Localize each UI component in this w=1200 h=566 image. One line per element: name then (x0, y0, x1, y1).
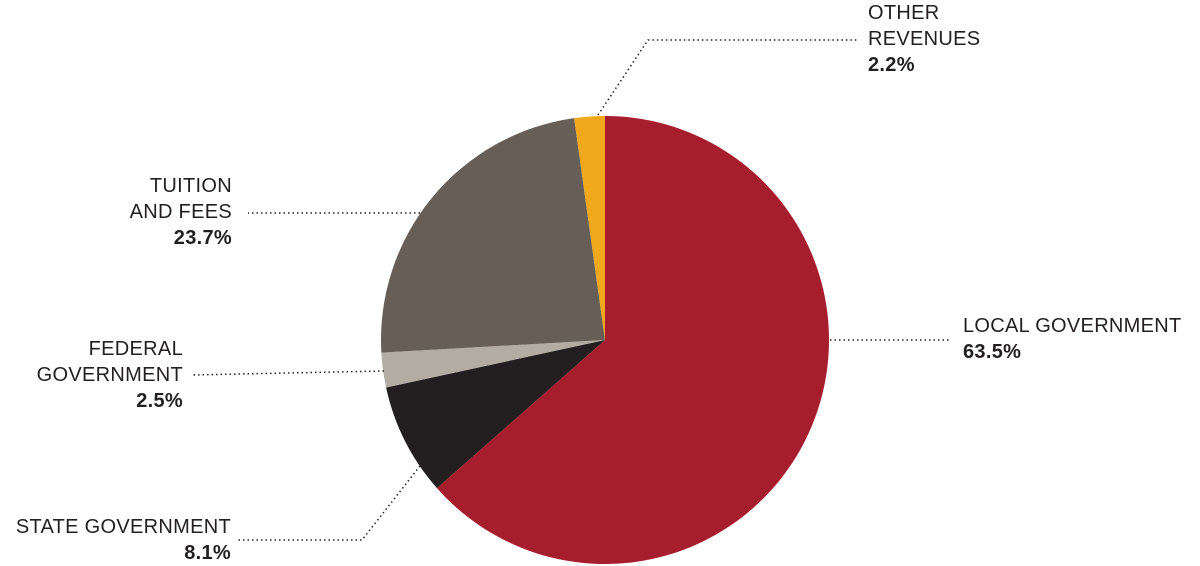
pie-slices (381, 116, 829, 564)
label-other-revenues: OTHER REVENUES 2.2% (868, 0, 980, 78)
pie-slice-other-revenues (574, 116, 605, 340)
label-local-pct: 63.5% (963, 341, 1022, 363)
label-other-pct: 2.2% (868, 54, 915, 76)
leader-line-other (597, 39, 858, 116)
leader-lines (191, 39, 950, 541)
label-other-line2: REVENUES (868, 28, 981, 50)
pie-slice-state-government (386, 340, 605, 489)
label-federal-pct: 2.5% (136, 390, 183, 412)
label-tuition-and-fees: TUITION AND FEES 23.7% (130, 173, 232, 251)
label-state-line1: STATE GOVERNMENT (15, 516, 231, 538)
pie-slice-federal-government (381, 340, 605, 388)
label-tuition-pct: 23.7% (173, 227, 232, 249)
leader-line-federal (191, 370, 385, 376)
label-federal-line2: GOVERNMENT (36, 364, 183, 386)
label-state-government: STATE GOVERNMENT 8.1% (16, 514, 231, 566)
label-local-government: LOCAL GOVERNMENT 63.5% (963, 313, 1182, 365)
label-federal-government: FEDERAL GOVERNMENT 2.5% (37, 336, 183, 414)
leader-line-state (238, 465, 421, 541)
label-tuition-line1: TUITION (149, 175, 232, 197)
label-federal-line1: FEDERAL (88, 338, 183, 360)
pie-slice-local-government (436, 116, 829, 564)
label-state-pct: 8.1% (184, 542, 231, 564)
label-other-line1: OTHER (868, 2, 940, 24)
label-tuition-line2: AND FEES (129, 201, 232, 223)
pie-slice-tuition-and-fees (381, 118, 605, 353)
label-local-line1: LOCAL GOVERNMENT (963, 315, 1182, 337)
